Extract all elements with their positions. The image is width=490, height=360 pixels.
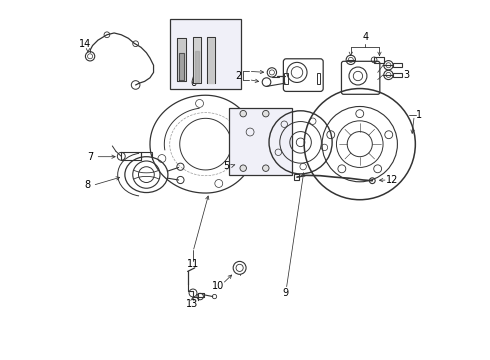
Polygon shape bbox=[193, 37, 201, 83]
Bar bbox=[374, 57, 384, 63]
Text: 3: 3 bbox=[403, 70, 410, 80]
Text: 1: 1 bbox=[416, 111, 422, 121]
Bar bbox=[170, 19, 242, 89]
Text: 9: 9 bbox=[282, 288, 288, 298]
Bar bbox=[122, 152, 141, 160]
Text: 2: 2 bbox=[235, 71, 241, 81]
Text: 7: 7 bbox=[87, 152, 93, 162]
Polygon shape bbox=[195, 51, 199, 82]
Text: 12: 12 bbox=[386, 175, 398, 185]
Text: 13: 13 bbox=[186, 300, 198, 310]
Bar bbox=[317, 73, 320, 84]
Text: 11: 11 bbox=[187, 259, 199, 269]
Polygon shape bbox=[177, 39, 186, 81]
Bar bbox=[285, 73, 288, 84]
Text: 14: 14 bbox=[79, 40, 92, 49]
Polygon shape bbox=[179, 53, 184, 80]
Bar bbox=[393, 73, 402, 77]
Bar bbox=[393, 63, 402, 67]
Circle shape bbox=[240, 165, 246, 171]
Text: 8: 8 bbox=[85, 180, 91, 190]
Polygon shape bbox=[207, 37, 215, 83]
Text: 4: 4 bbox=[362, 32, 368, 41]
Bar bbox=[294, 174, 299, 180]
Text: 10: 10 bbox=[212, 281, 224, 291]
Circle shape bbox=[263, 111, 269, 117]
Circle shape bbox=[240, 111, 246, 117]
Text: 6: 6 bbox=[190, 78, 196, 88]
Bar bbox=[229, 108, 292, 175]
Circle shape bbox=[263, 165, 269, 171]
Text: 5: 5 bbox=[223, 161, 229, 171]
